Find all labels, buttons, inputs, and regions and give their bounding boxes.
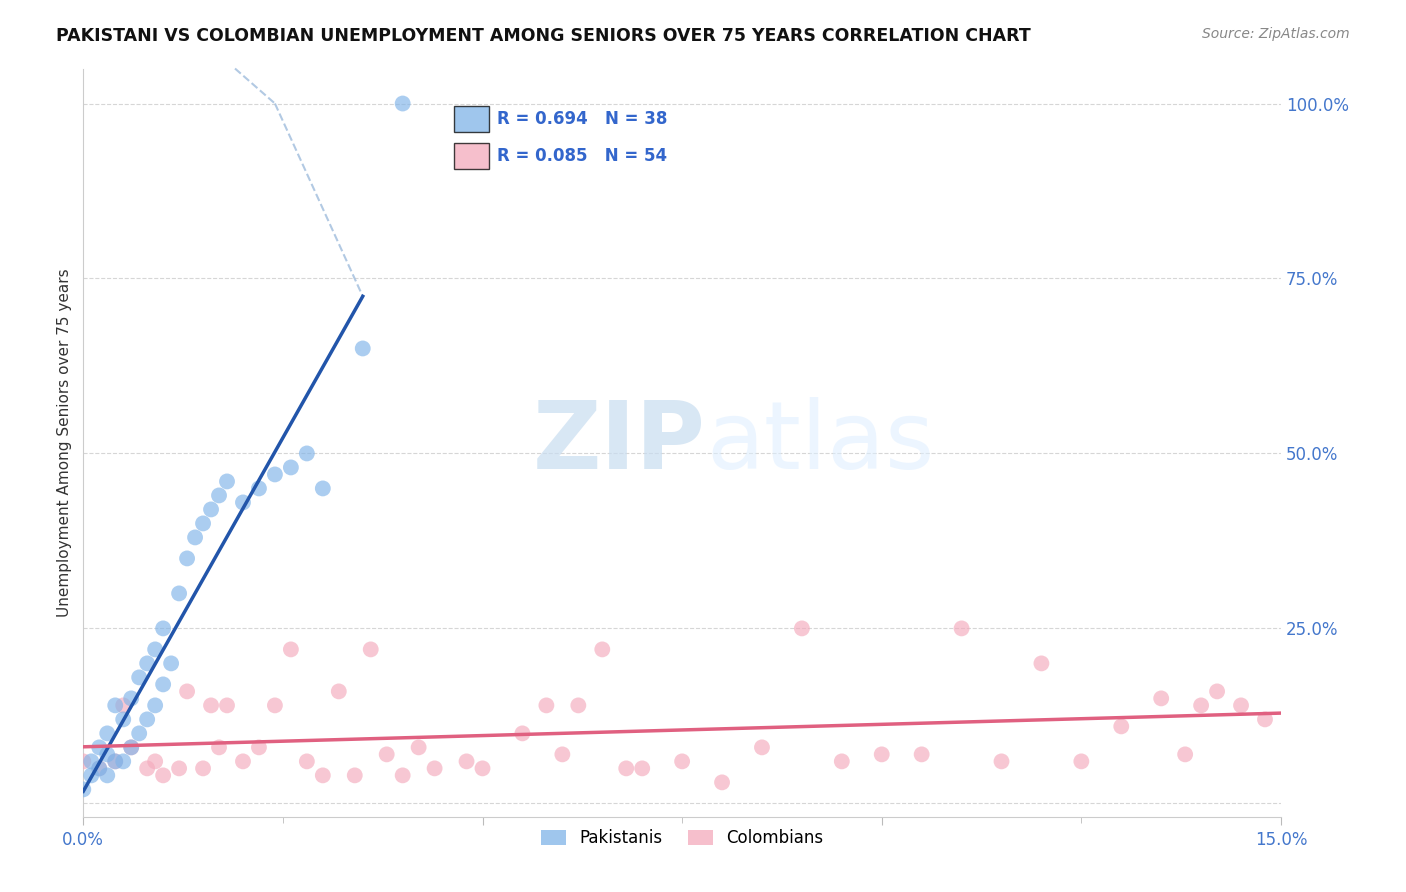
Point [423, 761, 446, 775]
Point [232, 495, 254, 509]
Point [1254, 712, 1277, 726]
Point [191, 761, 214, 775]
Point [870, 747, 893, 762]
Point [128, 726, 150, 740]
Point [352, 342, 374, 356]
Point [200, 698, 222, 713]
Point [112, 698, 135, 713]
Y-axis label: Unemployment Among Seniors over 75 years: Unemployment Among Seniors over 75 years [58, 268, 72, 617]
Point [1150, 691, 1173, 706]
Point [391, 96, 413, 111]
Point [360, 642, 382, 657]
Point [128, 670, 150, 684]
Point [89, 761, 111, 775]
Point [1206, 684, 1229, 698]
Point [790, 621, 813, 635]
Text: ZIP: ZIP [533, 397, 706, 489]
Point [176, 551, 198, 566]
Point [295, 446, 318, 460]
Point [104, 698, 127, 713]
Point [136, 761, 159, 775]
Point [551, 747, 574, 762]
Legend: Pakistanis, Colombians: Pakistanis, Colombians [534, 822, 830, 854]
Point [80, 755, 103, 769]
Point [120, 740, 142, 755]
Point [72, 755, 94, 769]
Point [89, 740, 111, 755]
Point [280, 460, 302, 475]
Text: PAKISTANI VS COLOMBIAN UNEMPLOYMENT AMONG SENIORS OVER 75 YEARS CORRELATION CHAR: PAKISTANI VS COLOMBIAN UNEMPLOYMENT AMON… [56, 27, 1031, 45]
Point [96, 726, 118, 740]
Point [160, 657, 183, 671]
Point [375, 747, 398, 762]
Point [112, 712, 135, 726]
Point [89, 761, 111, 775]
Point [343, 768, 366, 782]
Point [456, 755, 478, 769]
Point [72, 782, 94, 797]
Point [711, 775, 734, 789]
Point [312, 482, 335, 496]
Point [143, 698, 166, 713]
Point [136, 712, 159, 726]
Point [471, 761, 494, 775]
Point [200, 502, 222, 516]
Point [104, 755, 127, 769]
Point [614, 761, 637, 775]
Point [950, 621, 973, 635]
Point [152, 677, 174, 691]
Point [136, 657, 159, 671]
Point [591, 642, 613, 657]
Point [312, 768, 335, 782]
Point [408, 740, 430, 755]
Point [280, 642, 302, 657]
Point [631, 761, 654, 775]
Point [247, 482, 270, 496]
Point [751, 740, 773, 755]
Point [391, 768, 413, 782]
Point [990, 755, 1012, 769]
Point [176, 684, 198, 698]
Point [152, 768, 174, 782]
Point [208, 740, 231, 755]
Point [96, 747, 118, 762]
Point [328, 684, 350, 698]
Point [215, 475, 238, 489]
Point [295, 755, 318, 769]
Point [167, 761, 190, 775]
Point [247, 740, 270, 755]
Point [208, 488, 231, 502]
Point [120, 691, 142, 706]
Point [191, 516, 214, 531]
Point [1031, 657, 1053, 671]
Point [152, 621, 174, 635]
Point [264, 467, 287, 482]
Point [1189, 698, 1212, 713]
Text: atlas: atlas [706, 397, 935, 489]
Point [167, 586, 190, 600]
Point [120, 740, 142, 755]
Point [143, 642, 166, 657]
Point [1230, 698, 1253, 713]
Point [1174, 747, 1197, 762]
Point [264, 698, 287, 713]
Point [232, 755, 254, 769]
Point [567, 698, 589, 713]
Point [831, 755, 853, 769]
Point [1070, 755, 1092, 769]
Text: Source: ZipAtlas.com: Source: ZipAtlas.com [1202, 27, 1350, 41]
Point [184, 530, 207, 544]
Point [80, 768, 103, 782]
Point [112, 755, 135, 769]
Point [215, 698, 238, 713]
Point [671, 755, 693, 769]
Point [911, 747, 934, 762]
Point [104, 755, 127, 769]
Point [96, 768, 118, 782]
Point [1109, 719, 1132, 733]
Point [512, 726, 534, 740]
Point [536, 698, 558, 713]
Point [143, 755, 166, 769]
